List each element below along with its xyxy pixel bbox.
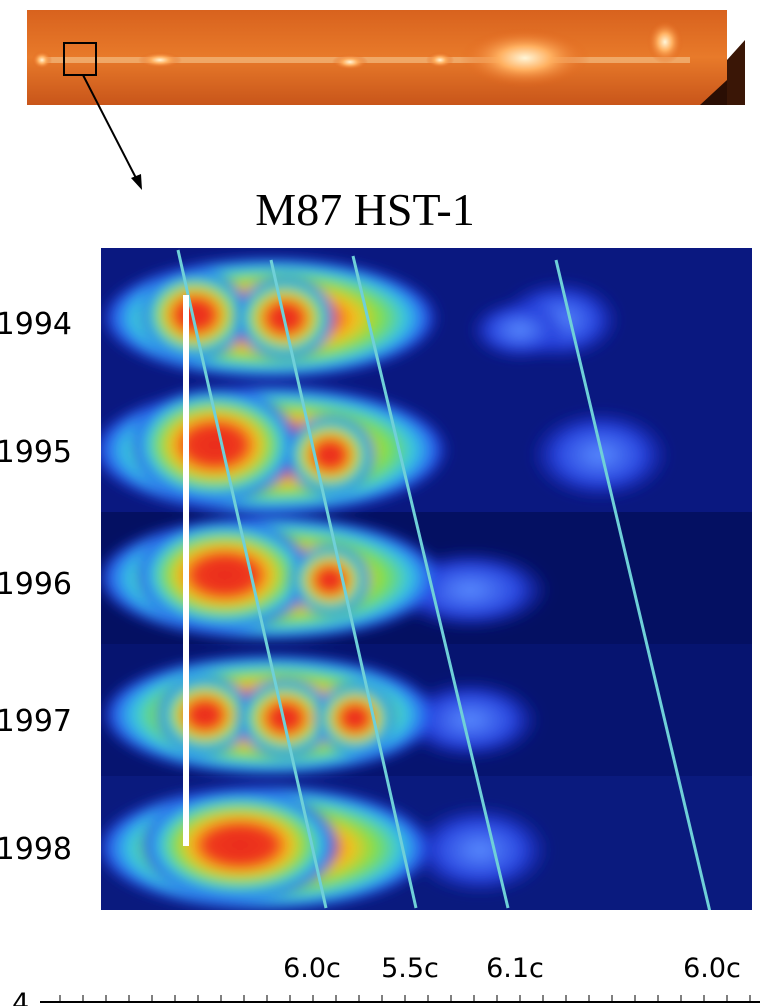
speed-label: 6.0c	[683, 953, 741, 984]
epoch-label: 1995	[0, 435, 72, 470]
epoch-panels	[101, 248, 752, 910]
speed-label: 6.1c	[486, 953, 544, 984]
jet-image	[27, 10, 745, 105]
zoom-arrow	[82, 74, 142, 190]
scale-label: 4	[12, 988, 29, 1006]
epoch-label: 1996	[0, 567, 72, 602]
epoch-label: 1997	[0, 704, 72, 739]
epoch-label: 1998	[0, 832, 72, 867]
scale-bar: 4	[12, 988, 760, 1006]
speed-labels: 6.0c 5.5c 6.1c 6.0c	[283, 953, 741, 984]
epoch-label: 1994	[0, 307, 72, 342]
speed-label: 6.0c	[283, 953, 341, 984]
figure-title: M87 HST-1	[255, 184, 474, 235]
epoch-labels: 1994 1995 1996 1997 1998	[0, 307, 72, 867]
speed-label: 5.5c	[381, 953, 439, 984]
